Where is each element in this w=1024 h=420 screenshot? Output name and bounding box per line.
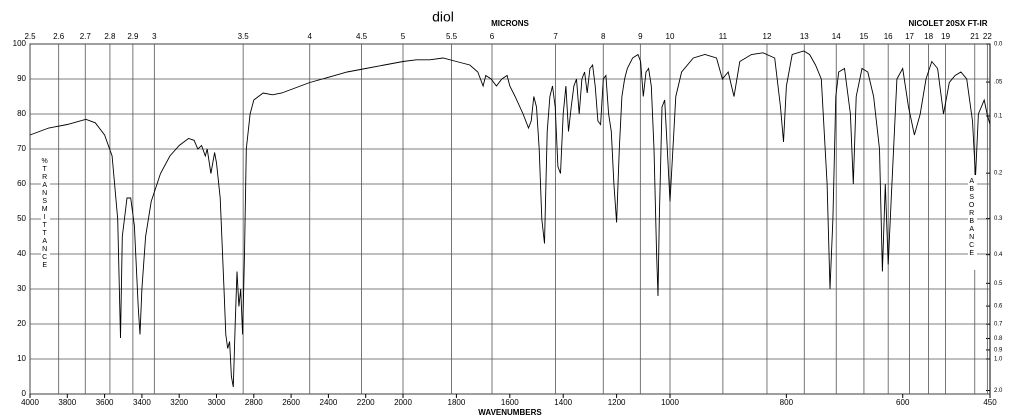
- top-tick-label: 16: [884, 32, 893, 41]
- y2-axis-label: ABSORBANCE: [968, 178, 975, 258]
- top-tick-label: 4.5: [356, 32, 368, 41]
- y-tick-label: 90: [17, 74, 26, 83]
- top-tick-label: 11: [719, 32, 728, 41]
- instrument-label: NICOLET 20SX FT-IR: [908, 19, 987, 28]
- top-tick-label: 2.8: [104, 32, 116, 41]
- y-tick-label: 30: [17, 284, 26, 293]
- y-tick-label: 20: [17, 319, 26, 328]
- x-tick-label: 2400: [320, 398, 338, 407]
- top-tick-label: 4: [308, 32, 313, 41]
- top-tick-label: 21: [970, 32, 979, 41]
- y-tick-label: 80: [17, 109, 26, 118]
- y2-tick-label: 0.9: [994, 348, 1003, 354]
- top-tick-label: 13: [800, 32, 809, 41]
- top-tick-label: 14: [832, 32, 841, 41]
- top-tick-label: 15: [859, 32, 868, 41]
- x-tick-label: 1800: [448, 398, 466, 407]
- y-tick-label: 60: [17, 179, 26, 188]
- y2-tick-label: 1.0: [994, 357, 1003, 363]
- marks: [29, 50, 991, 388]
- x-tick-label: 4000: [21, 398, 39, 407]
- top-tick-label: 2.7: [80, 32, 92, 41]
- top-tick-label: 10: [666, 32, 675, 41]
- x-tick-label: 3800: [58, 398, 76, 407]
- top-tick-label: 3: [152, 32, 157, 41]
- x-tick-label: 800: [780, 398, 794, 407]
- x-tick-label: 3200: [170, 398, 188, 407]
- top-tick-label: 2.9: [127, 32, 139, 41]
- x-tick-label: 600: [896, 398, 910, 407]
- y2-tick-label: 0.6: [994, 304, 1003, 310]
- top-tick-label: 7: [553, 32, 558, 41]
- top-tick-label: 19: [941, 32, 950, 41]
- x-tick-label: 450: [983, 398, 997, 407]
- y2-tick-label: .05: [994, 80, 1003, 86]
- x-tick-label: 1200: [608, 398, 626, 407]
- y2-tick-label: 0.7: [994, 322, 1003, 328]
- x-tick-label: 2200: [357, 398, 375, 407]
- x-tick-label: 2600: [282, 398, 300, 407]
- x-tick-label: 2000: [394, 398, 412, 407]
- y2-tick-label: 2.0: [994, 388, 1003, 394]
- x-axis-label: WAVENUMBERS: [478, 408, 542, 417]
- spectrum-line: [29, 50, 991, 388]
- top-axis-label: MICRONS: [491, 19, 529, 28]
- y-axis-label: %TRANSMITTANCE: [41, 158, 48, 270]
- y-tick-label: 10: [17, 354, 26, 363]
- x-tick-label: 3600: [96, 398, 114, 407]
- grid: 0 10 20 30 40 50 60 70 80 90 100 0.0 .05 0.1 0.2 0.3 0.4…: [13, 32, 1003, 407]
- label-bg: [41, 155, 50, 285]
- top-tick-label: 2.6: [53, 32, 65, 41]
- top-tick-label: 5: [401, 32, 406, 41]
- y2-tick-label: 0.4: [994, 252, 1003, 258]
- x-tick-label: 3000: [208, 398, 226, 407]
- x-tick-label: 3400: [133, 398, 151, 407]
- top-tick-label: 12: [763, 32, 772, 41]
- y2-tick-label: 0.2: [994, 171, 1003, 177]
- y-tick-label: 70: [17, 144, 26, 153]
- top-tick-label: 6: [490, 32, 495, 41]
- top-tick-label: 8: [601, 32, 606, 41]
- x-tick-label: 1000: [661, 398, 679, 407]
- y-tick-label: 0: [22, 389, 27, 398]
- top-tick-label: 18: [924, 32, 933, 41]
- y2-tick-label: 0.3: [994, 216, 1003, 222]
- y2-tick-label: 0.0: [994, 42, 1003, 48]
- y2-tick-label: 0.8: [994, 336, 1003, 342]
- y-tick-label: 40: [17, 249, 26, 258]
- top-tick-label: 5.5: [446, 32, 458, 41]
- y2-tick-label: 0.5: [994, 281, 1003, 287]
- y-tick-label: 100: [13, 39, 27, 48]
- top-tick-label: 3.5: [238, 32, 250, 41]
- top-tick-label: 17: [905, 32, 914, 41]
- top-tick-label: 9: [638, 32, 643, 41]
- chart-title: diol: [432, 9, 454, 25]
- y2-tick-label: 0.1: [994, 114, 1003, 120]
- label-bg: [968, 175, 977, 270]
- x-tick-label: 2800: [245, 398, 263, 407]
- top-tick-label: 22: [983, 32, 992, 41]
- top-tick-label: 2.5: [24, 32, 36, 41]
- y-tick-label: 50: [17, 214, 26, 223]
- x-tick-label: 1600: [501, 398, 519, 407]
- x-tick-label: 1400: [554, 398, 572, 407]
